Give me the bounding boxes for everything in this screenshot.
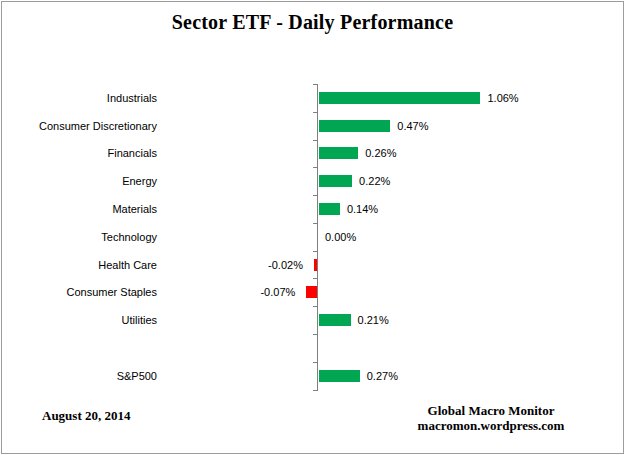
value-label: 0.26% [365, 145, 396, 161]
category-label: Financials [12, 145, 157, 161]
axis-tick [313, 251, 319, 252]
category-label: Consumer Staples [12, 284, 157, 300]
axis-tick [313, 112, 319, 113]
value-label: 0.27% [367, 368, 398, 384]
value-label: -0.02% [268, 257, 303, 273]
value-label: 0.00% [325, 229, 356, 245]
category-label: Energy [12, 173, 157, 189]
axis-tick [313, 306, 319, 307]
category-label: S&P500 [12, 368, 157, 384]
axis-tick [313, 195, 319, 196]
footer-source-name: Global Macro Monitor [381, 404, 601, 419]
positive-bar [319, 175, 353, 187]
axis-tick [313, 167, 319, 168]
value-label: 0.21% [358, 312, 389, 328]
plot-area: Industrials 1.06% Consumer Discretionary 0.… [2, 2, 623, 453]
axis-tick [313, 223, 319, 224]
category-label: Industrials [12, 90, 157, 106]
value-label: 0.22% [359, 173, 390, 189]
chart-frame: Sector ETF - Daily Performance Industria… [1, 1, 624, 454]
footer-source-url: macromon.wordpress.com [381, 419, 601, 434]
positive-bar [319, 203, 340, 215]
footer-date: August 20, 2014 [42, 408, 131, 424]
category-label: Technology [12, 229, 157, 245]
positive-bar [319, 314, 351, 326]
positive-bar [319, 92, 481, 104]
axis-tick [313, 390, 319, 391]
value-label: 1.06% [487, 90, 518, 106]
positive-bar [319, 370, 360, 382]
value-label: 0.14% [347, 201, 378, 217]
value-label: -0.07% [260, 284, 295, 300]
footer-source: Global Macro Monitor macromon.wordpress.… [381, 404, 601, 433]
category-label: Utilities [12, 312, 157, 328]
category-label: Consumer Discretionary [12, 118, 157, 134]
axis-tick [313, 278, 319, 279]
positive-bar [319, 120, 391, 132]
axis-tick [313, 362, 319, 363]
axis-tick [313, 140, 319, 141]
axis-tick [313, 334, 319, 335]
positive-bar [319, 147, 359, 159]
axis-tick [313, 84, 319, 85]
category-label: Health Care [12, 257, 157, 273]
value-label: 0.47% [397, 118, 428, 134]
negative-bar [306, 286, 317, 298]
category-label: Materials [12, 201, 157, 217]
negative-bar [314, 259, 317, 271]
